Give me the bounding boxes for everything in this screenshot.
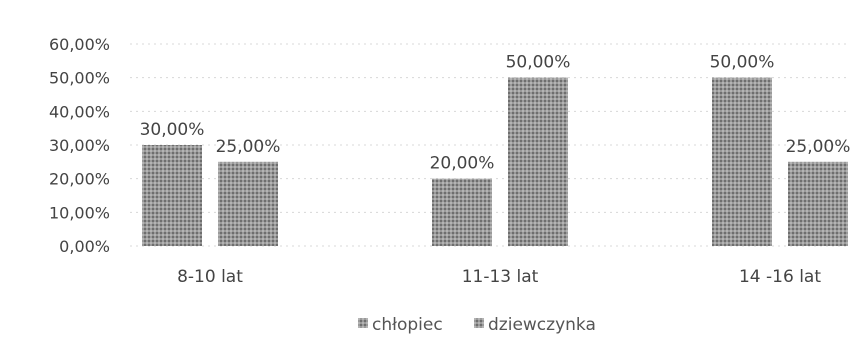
legend-swatch [474, 318, 484, 328]
legend-label: chłopiec [372, 315, 443, 335]
bar [508, 77, 568, 247]
data-label: 50,00% [506, 53, 571, 73]
bar [788, 161, 848, 246]
bar [712, 77, 772, 247]
y-tick-label: 50,00% [49, 69, 110, 88]
bar [142, 145, 202, 246]
y-axis-ticks: 0,00% 10,00% 20,00% 30,00% 40,00% 50,00% 60,00… [49, 35, 110, 256]
bar [432, 178, 492, 246]
y-tick-label: 30,00% [49, 136, 110, 155]
y-tick-label: 0,00% [59, 237, 110, 256]
data-label: 30,00% [140, 120, 205, 140]
category-label: 14 -16 lat [739, 267, 821, 287]
category-label: 8-10 lat [177, 267, 243, 287]
y-tick-label: 40,00% [49, 102, 110, 121]
bars [142, 77, 848, 247]
legend-swatch [358, 318, 368, 328]
data-label: 25,00% [786, 137, 851, 157]
y-tick-label: 60,00% [49, 35, 110, 54]
data-label: 20,00% [430, 154, 495, 174]
data-label: 50,00% [710, 53, 775, 73]
data-labels: 30,00% 25,00% 20,00% 50,00% 50,00% 25,00% [140, 53, 851, 174]
bar [218, 161, 278, 246]
x-axis-categories: 8-10 lat 11-13 lat 14 -16 lat [177, 267, 821, 287]
data-label: 25,00% [216, 137, 281, 157]
legend: chłopiec dziewczynka [358, 315, 596, 335]
legend-label: dziewczynka [488, 315, 596, 335]
category-label: 11-13 lat [462, 267, 539, 287]
y-tick-label: 10,00% [49, 203, 110, 222]
y-tick-label: 20,00% [49, 170, 110, 189]
